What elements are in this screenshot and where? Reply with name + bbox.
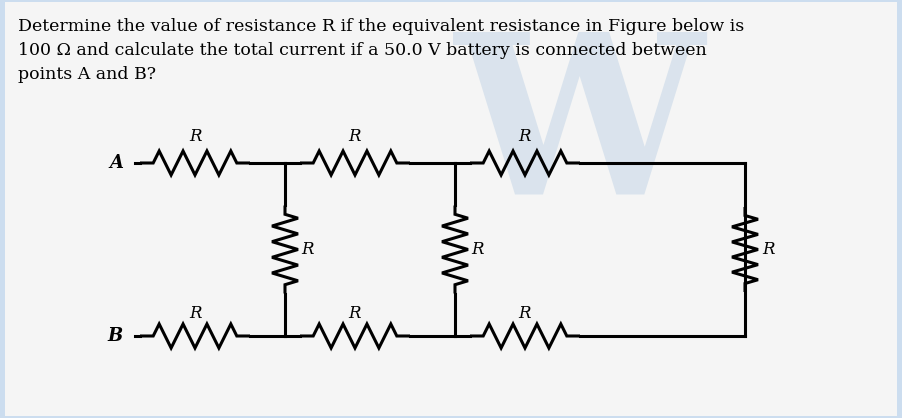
Text: R: R (471, 241, 483, 258)
Text: R: R (762, 241, 775, 258)
Text: A: A (109, 154, 123, 172)
Text: R: R (519, 128, 531, 145)
Text: B: B (107, 327, 123, 345)
Text: W: W (456, 25, 704, 241)
Text: R: R (519, 305, 531, 322)
Text: R: R (189, 128, 201, 145)
Text: R: R (189, 305, 201, 322)
Text: R: R (301, 241, 314, 258)
Text: R: R (349, 128, 361, 145)
Text: R: R (349, 305, 361, 322)
Text: Determine the value of resistance R if the equivalent resistance in Figure below: Determine the value of resistance R if t… (18, 18, 744, 83)
